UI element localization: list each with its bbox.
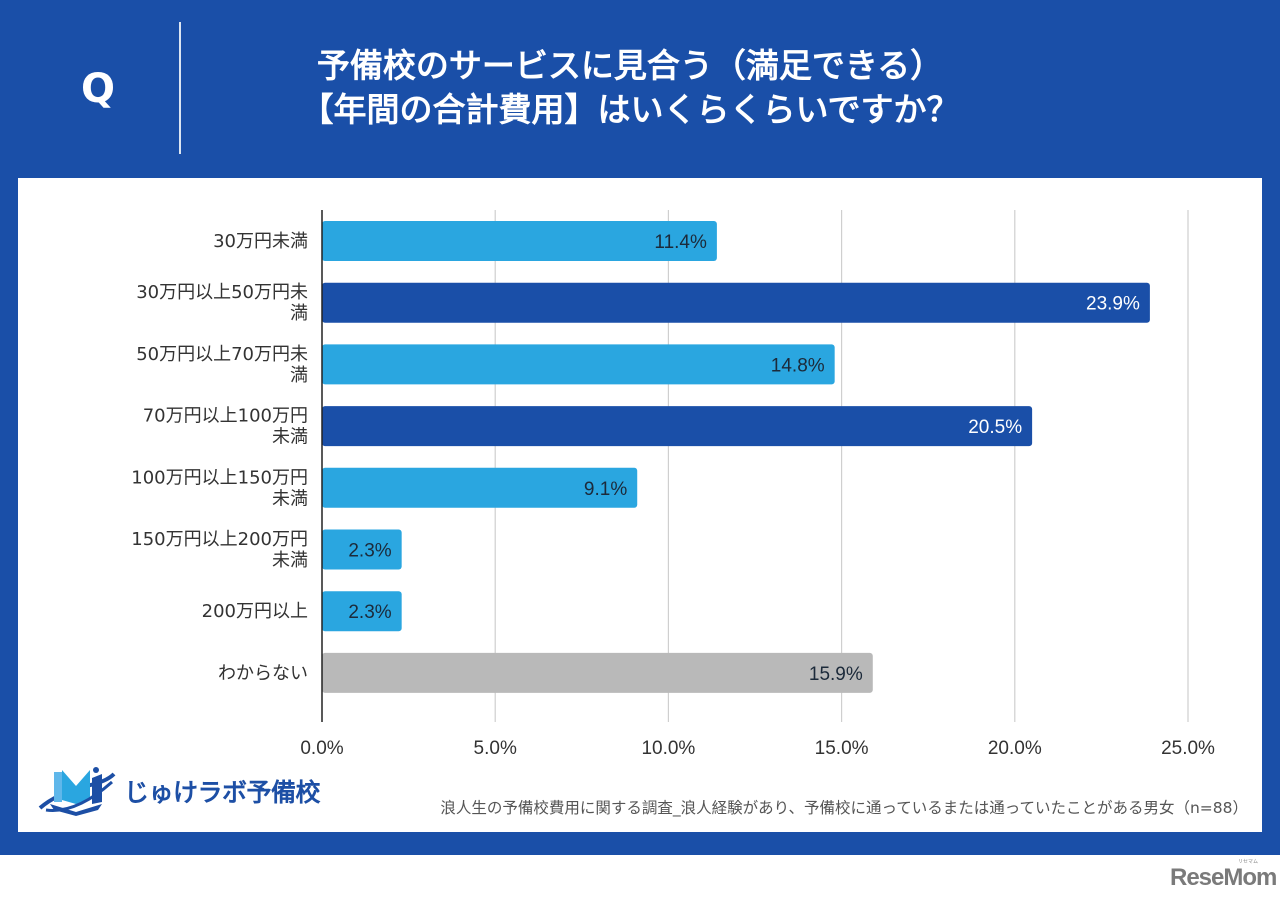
bar-value-label: 23.9% bbox=[1086, 294, 1140, 315]
category-label: 30万円以上50万円未 bbox=[136, 282, 308, 303]
bar bbox=[322, 529, 402, 570]
x-tick-labels: 0.0% 5.0% 10.0% 15.0% 20.0% 25.0% bbox=[300, 738, 1215, 759]
bar-value-label: 15.9% bbox=[809, 664, 863, 685]
juke-lab-logo: じゅけラボ予備校 bbox=[36, 764, 321, 818]
category-label: 150万円以上200万円 bbox=[131, 529, 308, 550]
bar bbox=[322, 652, 873, 693]
category-label: 満 bbox=[290, 365, 308, 386]
bar-value-label: 9.1% bbox=[584, 479, 627, 500]
resemom-watermark-sub: リセマム bbox=[1238, 859, 1259, 865]
x-tick-label: 10.0% bbox=[641, 738, 695, 759]
header-divider bbox=[179, 22, 181, 154]
category-label: 未満 bbox=[272, 488, 308, 509]
bar bbox=[322, 221, 717, 261]
bar-value-label: 11.4% bbox=[654, 232, 707, 253]
category-label: 100万円以上150万円 bbox=[131, 467, 308, 488]
category-label: 未満 bbox=[272, 427, 308, 448]
bar bbox=[322, 591, 402, 632]
title-line-2: 【年間の合計費用】はいくらくらいですか？ bbox=[300, 90, 960, 129]
category-labels: 30万円未満30万円以上50万円未満50万円以上70万円未満70万円以上100万… bbox=[131, 231, 308, 684]
title-line-1: 予備校のサービスに見合う（満足できる） bbox=[316, 46, 944, 85]
category-label: 30万円未満 bbox=[213, 231, 308, 252]
resemom-watermark: ReseMom bbox=[1170, 864, 1277, 891]
bar bbox=[322, 282, 1150, 323]
x-tick-label: 0.0% bbox=[300, 738, 343, 759]
bar bbox=[322, 406, 1033, 447]
question-mark-label: Q bbox=[80, 66, 115, 112]
category-label: 未満 bbox=[272, 550, 308, 571]
category-label: 200万円以上 bbox=[202, 601, 308, 622]
logo-text: じゅけラボ予備校 bbox=[124, 778, 321, 807]
source-note: 浪人生の予備校費用に関する調査_浪人経験があり、予備校に通っているまたは通ってい… bbox=[440, 799, 1248, 817]
open-book-logo-icon bbox=[38, 767, 116, 816]
x-tick-label: 20.0% bbox=[988, 738, 1042, 759]
bars: 11.4% 23.9% 14.8% 20.5% 9.1% 2.3% 2.3% 15.9% bbox=[322, 221, 1150, 693]
bar-value-label: 2.3% bbox=[348, 602, 391, 623]
category-label: 50万円以上70万円未 bbox=[136, 344, 308, 365]
bar bbox=[322, 344, 835, 385]
bar-value-label: 20.5% bbox=[968, 417, 1022, 438]
bar bbox=[322, 467, 638, 508]
x-tick-label: 15.0% bbox=[815, 738, 869, 759]
x-tick-label: 25.0% bbox=[1161, 738, 1215, 759]
category-label: わからない bbox=[218, 663, 308, 684]
question-title: 予備校のサービスに見合う（満足できる） 【年間の合計費用】はいくらくらいですか？ bbox=[200, 44, 1060, 132]
bar-value-label: 14.8% bbox=[771, 355, 825, 376]
category-label: 70万円以上100万円 bbox=[143, 406, 308, 427]
bar-value-label: 2.3% bbox=[348, 541, 391, 562]
category-label: 満 bbox=[290, 303, 308, 324]
x-tick-label: 5.0% bbox=[474, 738, 517, 759]
